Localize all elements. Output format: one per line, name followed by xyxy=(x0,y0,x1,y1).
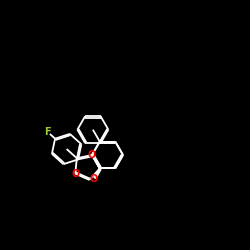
Text: O: O xyxy=(89,174,98,184)
Text: F: F xyxy=(44,126,51,136)
Text: O: O xyxy=(88,150,96,160)
Text: O: O xyxy=(71,169,79,179)
